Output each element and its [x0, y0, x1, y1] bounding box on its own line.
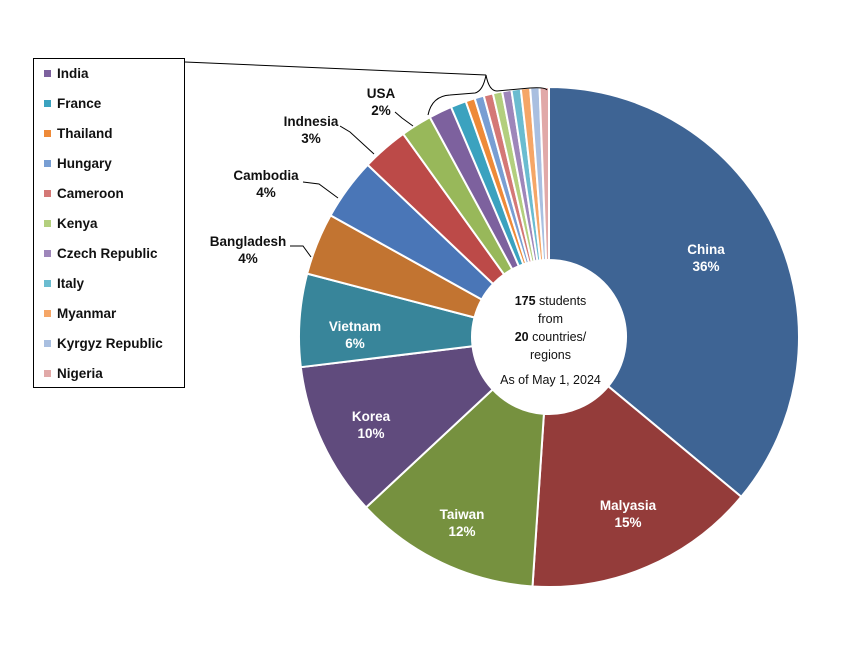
legend-item-kenya: Kenya [44, 213, 98, 233]
legend-swatch [44, 159, 51, 167]
legend-swatch [44, 99, 51, 107]
legend-label: Hungary [57, 155, 112, 171]
legend-item-nigeria: Nigeria [44, 363, 103, 383]
regions-label: regions [530, 348, 571, 362]
slice-label-vietnam: Vietnam 6% [329, 319, 381, 351]
slice-label-korea: Korea 10% [352, 409, 391, 441]
pie-slices [298, 85, 800, 588]
legend-label: Myanmar [57, 305, 117, 321]
legend-swatch [44, 219, 51, 227]
legend-item-czech-republic: Czech Republic [44, 243, 158, 263]
legend-swatch [44, 129, 51, 137]
label-connectors [184, 61, 548, 258]
legend-swatch [44, 249, 51, 257]
legend-label: India [57, 65, 89, 81]
legend-label: Kyrgyz Republic [57, 335, 163, 351]
legend-item-france: France [44, 93, 101, 113]
countries-label: countries/ [528, 330, 587, 344]
legend-swatch [44, 279, 51, 287]
slice-taiwan [364, 388, 545, 588]
slice-label-taiwan: Taiwan 12% [440, 507, 485, 539]
legend-item-myanmar: Myanmar [44, 303, 116, 323]
student-count: 175 [514, 294, 536, 308]
legend-label: Kenya [57, 215, 98, 231]
slice-label-china: China 36% [687, 242, 725, 274]
legend-item-india: India [44, 63, 89, 83]
connector-indnesia [339, 125, 375, 155]
legend-item-cameroon: Cameroon [44, 183, 124, 203]
slice-malyasia [531, 384, 743, 588]
slice-labels: China 36% Malyasia 15% Taiwan 12% Korea 10% Viet… [210, 86, 726, 539]
connector-usa [394, 111, 414, 127]
as-of-date: As of May 1, 2024 [500, 373, 601, 387]
legend-item-thailand: Thailand [44, 123, 113, 143]
legend-label: Thailand [57, 125, 113, 141]
legend-label: Italy [57, 275, 85, 291]
legend-label: Czech Republic [57, 245, 158, 261]
legend-connector-line [184, 61, 487, 76]
slice-label-bangladesh: Bangladesh 4% [210, 234, 287, 266]
center-summary: 175 students from 20 countries/ regions … [478, 292, 623, 389]
slice-nigeria [538, 85, 550, 262]
legend-item-kyrgyz-republic: Kyrgyz Republic [44, 333, 163, 353]
legend-swatch [44, 339, 51, 347]
connector-cambodia [302, 181, 339, 199]
slice-label-indnesia: Indnesia 3% [284, 114, 339, 146]
legend-label: Cameroon [57, 185, 124, 201]
legend-swatch [44, 69, 51, 77]
country-count: 20 [514, 330, 529, 344]
slice-label-usa: USA 2% [367, 86, 396, 118]
legend-label: France [57, 95, 102, 111]
slice-korea [299, 345, 495, 509]
legend: India France Thailand Hungary Cameroon Kenya C… [33, 58, 185, 388]
slice-china [548, 85, 800, 499]
slice-label-cambodia: Cambodia 4% [233, 168, 299, 200]
from-label: from [538, 312, 563, 326]
legend-swatch [44, 189, 51, 197]
legend-swatch [44, 309, 51, 317]
slice-label-malyasia: Malyasia 15% [600, 498, 657, 530]
legend-swatch [44, 369, 51, 377]
legend-item-hungary: Hungary [44, 153, 112, 173]
legend-item-italy: Italy [44, 273, 84, 293]
connector-bangladesh [290, 245, 312, 258]
legend-label: Nigeria [57, 365, 103, 381]
students-label: students [535, 294, 587, 308]
